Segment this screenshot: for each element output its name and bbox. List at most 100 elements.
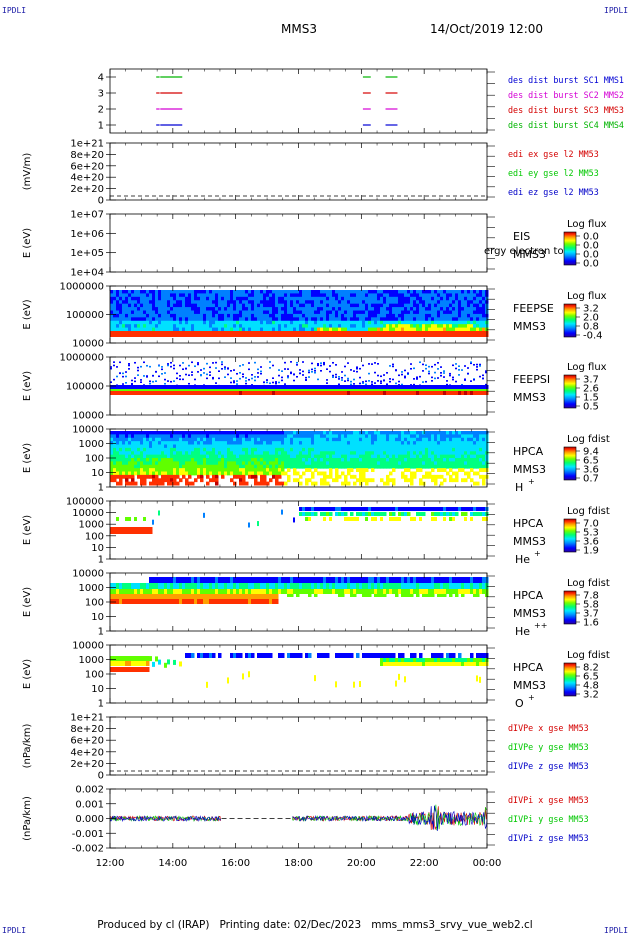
spectrogram-cell <box>215 328 219 332</box>
spectrogram-cell <box>185 389 189 391</box>
spectrogram-cell <box>119 297 123 301</box>
spectrogram-cell <box>455 512 459 516</box>
spectrogram-cell <box>116 389 120 391</box>
spectrogram-cell <box>140 331 144 337</box>
spectrogram-cell <box>431 297 435 301</box>
spectrogram-cell <box>281 472 285 476</box>
spectrogram-cell <box>131 434 135 438</box>
spectrogram-cell <box>341 377 343 379</box>
colorbar-tick-label: 0.0 <box>583 259 599 270</box>
spectrogram-cell <box>425 455 429 459</box>
spectrogram-cell <box>119 314 123 318</box>
spectrogram-cell <box>383 512 387 516</box>
spectrogram-cell <box>134 434 138 438</box>
spectrogram-cell <box>191 461 195 465</box>
spectrogram-cell <box>185 374 187 376</box>
spectrogram-cell <box>389 461 393 465</box>
spectrogram-cell <box>158 300 162 304</box>
spectrogram-cell <box>182 438 186 442</box>
spectrogram-cell <box>161 599 165 604</box>
spectrogram-cell <box>404 317 408 321</box>
spectrogram-cell <box>206 451 210 455</box>
spectrogram-cell <box>428 321 432 325</box>
spectrogram-cell <box>266 468 270 472</box>
spectrogram-cell <box>263 468 267 472</box>
spectrogram-cell <box>278 455 282 459</box>
spectrogram-cell <box>422 434 426 438</box>
spectrogram-cell <box>425 431 429 435</box>
spectrogram-cell <box>383 434 387 438</box>
spectrogram-cell <box>227 389 231 391</box>
spectrogram-cell <box>440 512 444 516</box>
spectrogram-cell <box>476 441 480 445</box>
spectrogram-cell <box>245 304 249 308</box>
spectrogram-cell <box>323 321 327 325</box>
spectrogram-cell <box>398 314 402 318</box>
spectrogram-cell <box>386 385 390 389</box>
spectrogram-cell <box>197 385 201 389</box>
spectrogram-cell <box>410 321 414 325</box>
spectrogram-cell <box>116 391 120 395</box>
spectrogram-cell <box>344 448 348 452</box>
spectrogram-cell <box>446 507 450 511</box>
spectrogram-cell <box>317 328 321 332</box>
spectrogram-cell <box>113 434 117 438</box>
spectrogram-cell <box>437 321 441 325</box>
spectrogram-cell <box>314 311 318 315</box>
spectrogram-cell <box>431 321 435 325</box>
spectrogram-cell <box>452 507 456 511</box>
spectrogram-cell <box>218 389 222 391</box>
spectrogram-cell <box>305 385 309 389</box>
spectrogram-cell <box>461 314 465 318</box>
spectrogram-cell <box>233 451 237 455</box>
spectrogram-cell <box>440 328 444 332</box>
spectrogram-cell <box>230 304 234 308</box>
spectrogram-cell <box>266 317 270 321</box>
spectrogram-cell <box>233 297 237 301</box>
spectrogram-cell <box>122 331 126 337</box>
spectrogram-cell <box>344 458 348 462</box>
spectrogram-cell <box>350 448 354 452</box>
spectrogram-cell <box>221 300 225 304</box>
spectrogram-cell <box>299 324 303 328</box>
spectrogram-cell <box>158 290 162 294</box>
spectrogram-cell <box>359 472 363 476</box>
spectrogram-cell <box>278 448 282 452</box>
spectrogram-cell <box>323 311 327 315</box>
spectrogram-cell <box>458 434 462 438</box>
spectrogram-cell <box>440 331 444 337</box>
spectrogram-cell <box>128 290 132 294</box>
spectrogram-cell <box>248 468 252 472</box>
spectrogram-cell <box>236 373 238 375</box>
spectrogram-cell <box>482 307 486 311</box>
spectrogram-cell <box>128 438 132 442</box>
spectrogram-cell <box>131 290 135 294</box>
spectrogram-cell <box>404 331 408 337</box>
spectrogram-cell <box>464 465 468 469</box>
spectrogram-cell <box>413 441 417 445</box>
spectrogram-cell <box>404 431 408 435</box>
spectrogram-cell <box>452 512 456 516</box>
spectrogram-cell <box>428 507 432 511</box>
spectrogram-cell <box>257 317 261 321</box>
spectrogram-cell <box>239 441 243 445</box>
spectrogram-cell <box>302 391 306 395</box>
spectrogram-cell <box>155 589 159 594</box>
spectrogram-cell <box>401 434 405 438</box>
spectrogram-cell <box>290 441 294 445</box>
spectrogram-cell <box>152 599 156 604</box>
spectrogram-cell <box>221 317 225 321</box>
spectrogram-cell <box>368 304 372 308</box>
spectrogram-cell <box>407 300 411 304</box>
spectrogram-cell <box>473 507 477 511</box>
spectrogram-cell <box>203 455 207 459</box>
spectrogram-cell <box>455 321 459 325</box>
spectrogram-cell <box>272 321 276 325</box>
spectrogram-cell <box>386 445 390 449</box>
spectrogram-cell <box>272 314 276 318</box>
spectrogram-cell <box>131 438 135 442</box>
spectrogram-cell <box>404 458 408 462</box>
spectrogram-cell <box>404 478 408 482</box>
spectrogram-cell <box>407 297 411 301</box>
